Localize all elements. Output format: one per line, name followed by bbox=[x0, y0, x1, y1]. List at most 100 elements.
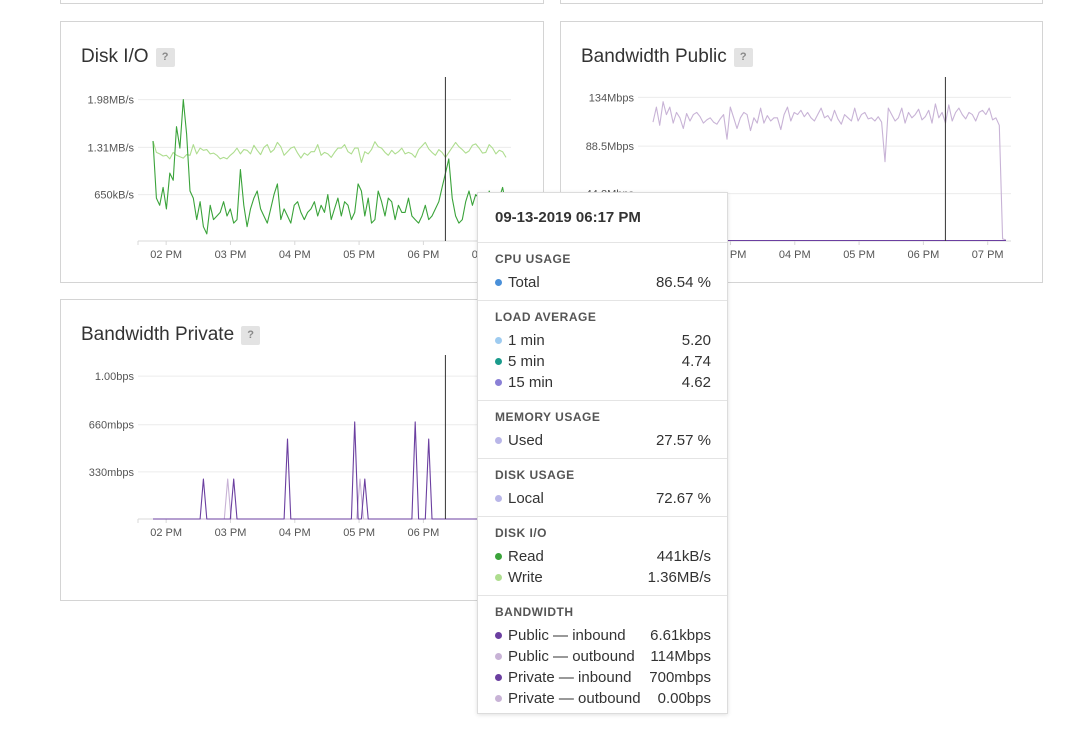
series-dot-icon bbox=[495, 495, 502, 502]
y-tick-label: 1.98MB/s bbox=[88, 95, 135, 107]
tooltip-row-label: Used bbox=[495, 430, 543, 451]
tooltip-row-value: 0.00bps bbox=[657, 690, 711, 707]
bandwidth-public-title-text: Bandwidth Public bbox=[581, 46, 727, 67]
bandwidth-private-help-icon[interactable]: ? bbox=[241, 325, 261, 345]
tooltip-row-value: 86.54 % bbox=[655, 274, 711, 291]
bandwidth-public-help-icon[interactable]: ? bbox=[733, 47, 753, 67]
tooltip-row-label-text: 1 min bbox=[508, 332, 545, 349]
series-dot-icon bbox=[495, 337, 502, 344]
tooltip-row: 15 min 4.62 bbox=[495, 372, 711, 393]
tooltip-row-label-text: 5 min bbox=[508, 353, 545, 370]
x-tick-label: 04 PM bbox=[279, 527, 311, 539]
tooltip-row-value: 441kB/s bbox=[656, 548, 711, 565]
disk-io-chart[interactable]: 1.98MB/s 1.31MB/s 650kB/s 02 PM 03 PM 04 PM 05… bbox=[61, 22, 545, 284]
bandwidth-private-chart[interactable]: 1.00bps 660mbps 330mbps 02 PM 03 PM 04 PM 05 P… bbox=[61, 300, 545, 602]
tooltip-row-label-text: Public — outbound bbox=[508, 648, 635, 665]
tooltip-row-label: Public — outbound bbox=[495, 646, 635, 667]
series-dot-icon bbox=[495, 574, 502, 581]
disk-io-title-text: Disk I/O bbox=[81, 46, 149, 67]
tooltip-row-label-text: Write bbox=[508, 569, 543, 586]
bandwidth-private-title-text: Bandwidth Private bbox=[81, 324, 235, 345]
series-dot-icon bbox=[495, 437, 502, 444]
tooltip-row-value: 72.67 % bbox=[655, 490, 711, 507]
disk-io-help-icon[interactable]: ? bbox=[155, 47, 175, 67]
x-tick-label: 05 PM bbox=[843, 249, 875, 261]
tooltip-section-title: MEMORY USAGE bbox=[495, 410, 601, 424]
tooltip-row: Public — outbound 114Mbps bbox=[495, 646, 711, 667]
tooltip-row-label-text: Private — inbound bbox=[508, 669, 632, 686]
x-tick-label: 03 PM bbox=[215, 249, 247, 261]
tooltip-row-value: 5.20 bbox=[681, 332, 711, 349]
bandwidth-private-title: Bandwidth Private ? bbox=[81, 324, 261, 346]
tooltip-row-value: 4.62 bbox=[681, 374, 711, 391]
tooltip-row-value: 114Mbps bbox=[650, 648, 711, 665]
x-tick-label: 06 PM bbox=[407, 249, 439, 261]
y-tick-label: 650kB/s bbox=[94, 190, 134, 202]
tooltip-row: Write 1.36MB/s bbox=[495, 567, 711, 588]
panel-above-left bbox=[60, 0, 544, 4]
panel-above-right bbox=[560, 0, 1043, 4]
tooltip-row-value: 700mbps bbox=[649, 669, 711, 686]
series-dot-icon bbox=[495, 279, 502, 286]
series-dot-icon bbox=[495, 358, 502, 365]
series-line bbox=[652, 101, 1007, 241]
y-tick-label: 1.00bps bbox=[95, 371, 135, 383]
tooltip-row: Local 72.67 % bbox=[495, 488, 711, 509]
tooltip-row-label-text: Used bbox=[508, 432, 544, 449]
tooltip-sections: CPU USAGE Total 86.54 % LOAD AVERAGE 1 min 5.… bbox=[478, 243, 727, 716]
x-tick-label: 04 PM bbox=[279, 249, 311, 261]
tooltip-row-label-text: Total bbox=[508, 274, 540, 291]
tooltip-row-label-text: 15 min bbox=[508, 374, 554, 391]
disk-io-title: Disk I/O ? bbox=[81, 46, 175, 68]
disk-io-panel: Disk I/O ? 1.98MB/s 1.31MB/s 650kB/s 02 PM 0… bbox=[60, 21, 544, 283]
tooltip-row-label: Write bbox=[495, 567, 543, 588]
tooltip-section: BANDWIDTH Public — inbound 6.61kbps Public … bbox=[478, 596, 727, 716]
x-tick-label: 03 PM bbox=[215, 527, 247, 539]
tooltip-section: DISK I/O Read 441kB/s Write 1.36MB/s bbox=[478, 517, 727, 596]
tooltip-row: Used 27.57 % bbox=[495, 430, 711, 451]
y-tick-label: 330mbps bbox=[89, 467, 135, 479]
tooltip-row-label: 15 min bbox=[495, 372, 553, 393]
series-dot-icon bbox=[495, 632, 502, 639]
tooltip-row-label: Local bbox=[495, 488, 544, 509]
tooltip-row-label-text: Local bbox=[508, 490, 544, 507]
tooltip-row-label: Read bbox=[495, 546, 544, 567]
x-tick-label: 04 PM bbox=[779, 249, 811, 261]
tooltip-section-title: CPU USAGE bbox=[495, 252, 571, 266]
tooltip-row: 1 min 5.20 bbox=[495, 330, 711, 351]
tooltip-row-label: Public — inbound bbox=[495, 625, 626, 646]
tooltip-row: Private — outbound 0.00bps bbox=[495, 688, 711, 709]
x-tick-label: 06 PM bbox=[907, 249, 939, 261]
y-tick-label: 1.31MB/s bbox=[88, 142, 135, 154]
x-tick-label: 02 PM bbox=[150, 527, 182, 539]
tooltip-section-title: DISK I/O bbox=[495, 526, 548, 540]
tooltip-row-label: Private — inbound bbox=[495, 667, 631, 688]
tooltip-row: 5 min 4.74 bbox=[495, 351, 711, 372]
tooltip-section-title: BANDWIDTH bbox=[495, 605, 574, 619]
tooltip-row: Total 86.54 % bbox=[495, 272, 711, 293]
tooltip-row-label-text: Read bbox=[508, 548, 544, 565]
tooltip-section: DISK USAGE Local 72.67 % bbox=[478, 459, 727, 517]
series-dot-icon bbox=[495, 553, 502, 560]
bandwidth-public-title: Bandwidth Public ? bbox=[581, 46, 753, 68]
x-tick-label: 07 PM bbox=[972, 249, 1004, 261]
tooltip-row: Read 441kB/s bbox=[495, 546, 711, 567]
series-dot-icon bbox=[495, 379, 502, 386]
tooltip-row-value: 27.57 % bbox=[655, 432, 711, 449]
tooltip-section: LOAD AVERAGE 1 min 5.20 5 min 4.74 15 min 4.62 bbox=[478, 301, 727, 401]
tooltip-row-value: 1.36MB/s bbox=[647, 569, 711, 586]
x-tick-label: 02 PM bbox=[150, 249, 182, 261]
x-tick-label: 06 PM bbox=[407, 527, 439, 539]
tooltip-row-label: 5 min bbox=[495, 351, 545, 372]
x-tick-label: 05 PM bbox=[343, 527, 375, 539]
tooltip-row-value: 6.61kbps bbox=[650, 627, 711, 644]
tooltip-row-label-text: Public — inbound bbox=[508, 627, 626, 644]
tooltip-row-label-text: Private — outbound bbox=[508, 690, 641, 707]
tooltip-row-label: 1 min bbox=[495, 330, 545, 351]
chart-tooltip: 09-13-2019 06:17 PM CPU USAGE Total 86.54 … bbox=[477, 192, 728, 714]
series-line bbox=[152, 99, 507, 235]
tooltip-row-value: 4.74 bbox=[681, 353, 711, 370]
tooltip-section: MEMORY USAGE Used 27.57 % bbox=[478, 401, 727, 459]
series-dot-icon bbox=[495, 695, 502, 702]
series-dot-icon bbox=[495, 653, 502, 660]
